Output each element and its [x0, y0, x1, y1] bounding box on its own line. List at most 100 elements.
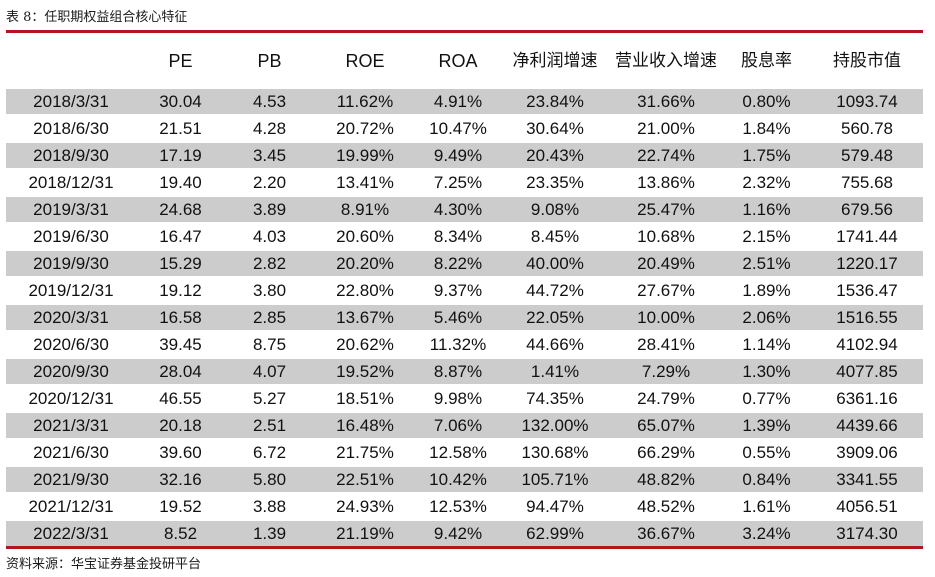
cell-pe: 8.52 [136, 520, 225, 548]
cell-roa: 9.42% [416, 520, 500, 548]
cell-roe: 21.19% [314, 520, 416, 548]
cell-pe: 20.18 [136, 412, 225, 440]
cell-roe: 18.51% [314, 385, 416, 413]
cell-dividend-yield: 0.84% [722, 466, 811, 494]
cell-revenue-growth: 28.41% [610, 331, 722, 359]
cell-pb: 8.75 [225, 331, 314, 359]
cell-net-profit-growth: 130.68% [500, 439, 610, 467]
cell-roe: 20.72% [314, 115, 416, 143]
cell-dividend-yield: 2.51% [722, 250, 811, 278]
cell-dividend-yield: 1.16% [722, 196, 811, 224]
cell-roe: 20.60% [314, 223, 416, 251]
cell-pe: 19.52 [136, 493, 225, 521]
cell-pb: 2.85 [225, 304, 314, 332]
cell-revenue-growth: 66.29% [610, 439, 722, 467]
cell-holding-value: 3909.06 [811, 439, 923, 467]
cell-roa: 8.87% [416, 358, 500, 386]
cell-net-profit-growth: 94.47% [500, 493, 610, 521]
cell-holding-value: 4077.85 [811, 358, 923, 386]
cell-revenue-growth: 22.74% [610, 142, 722, 170]
table-row: 2022/3/31 8.52 1.39 21.19% 9.42% 62.99% 36.67%… [6, 520, 923, 548]
cell-pe: 19.40 [136, 169, 225, 197]
cell-dividend-yield: 0.80% [722, 89, 811, 116]
cell-pb: 2.51 [225, 412, 314, 440]
cell-pe: 15.29 [136, 250, 225, 278]
cell-pe: 30.04 [136, 89, 225, 116]
cell-roe: 22.80% [314, 277, 416, 305]
cell-pb: 6.72 [225, 439, 314, 467]
cell-date: 2020/12/31 [6, 385, 136, 413]
cell-date: 2018/6/30 [6, 115, 136, 143]
cell-net-profit-growth: 74.35% [500, 385, 610, 413]
cell-roa: 5.46% [416, 304, 500, 332]
cell-holding-value: 1516.55 [811, 304, 923, 332]
cell-pe: 28.04 [136, 358, 225, 386]
cell-net-profit-growth: 30.64% [500, 115, 610, 143]
cell-pe: 17.19 [136, 142, 225, 170]
cell-roe: 8.91% [314, 196, 416, 224]
cell-holding-value: 4056.51 [811, 493, 923, 521]
cell-date: 2020/3/31 [6, 304, 136, 332]
header-holding-value: 持股市值 [833, 50, 901, 71]
cell-pb: 2.82 [225, 250, 314, 278]
cell-date: 2021/12/31 [6, 493, 136, 521]
table-row: 2021/3/31 20.18 2.51 16.48% 7.06% 132.00% 65.0… [6, 412, 923, 440]
cell-roa: 8.34% [416, 223, 500, 251]
cell-net-profit-growth: 105.71% [500, 466, 610, 494]
table-row: 2018/3/31 30.04 4.53 11.62% 4.91% 23.84% 31.66… [6, 89, 923, 116]
cell-date: 2018/12/31 [6, 169, 136, 197]
cell-dividend-yield: 1.89% [722, 277, 811, 305]
cell-roa: 8.22% [416, 250, 500, 278]
cell-revenue-growth: 31.66% [610, 89, 722, 116]
cell-pe: 39.45 [136, 331, 225, 359]
portfolio-characteristics-table: PE PB ROE ROA 净利润增速 营业收入增速 股息率 持股市值 2018… [6, 33, 923, 548]
cell-dividend-yield: 2.06% [722, 304, 811, 332]
cell-dividend-yield: 2.32% [722, 169, 811, 197]
cell-roa: 9.98% [416, 385, 500, 413]
cell-holding-value: 3341.55 [811, 466, 923, 494]
cell-revenue-growth: 65.07% [610, 412, 722, 440]
cell-roe: 11.62% [314, 89, 416, 116]
cell-pb: 5.80 [225, 466, 314, 494]
cell-pe: 16.58 [136, 304, 225, 332]
cell-net-profit-growth: 1.41% [500, 358, 610, 386]
table-row: 2018/6/30 21.51 4.28 20.72% 10.47% 30.64% 21.0… [6, 115, 923, 143]
header-pe: PE [168, 50, 193, 71]
table-row: 2019/3/31 24.68 3.89 8.91% 4.30% 9.08% 25.47% 1… [6, 196, 923, 224]
cell-holding-value: 579.48 [811, 142, 923, 170]
cell-net-profit-growth: 132.00% [500, 412, 610, 440]
table-row: 2020/6/30 39.45 8.75 20.62% 11.32% 44.66% 28.4… [6, 331, 923, 359]
top-rule [6, 30, 923, 33]
cell-pb: 3.89 [225, 196, 314, 224]
cell-holding-value: 755.68 [811, 169, 923, 197]
cell-dividend-yield: 1.75% [722, 142, 811, 170]
table-row: 2021/12/31 19.52 3.88 24.93% 12.53% 94.47% 48.… [6, 493, 923, 521]
cell-revenue-growth: 27.67% [610, 277, 722, 305]
cell-roa: 4.91% [416, 89, 500, 116]
cell-pe: 46.55 [136, 385, 225, 413]
header-date [6, 33, 136, 89]
cell-roa: 4.30% [416, 196, 500, 224]
cell-roe: 13.67% [314, 304, 416, 332]
cell-holding-value: 1741.44 [811, 223, 923, 251]
cell-roa: 7.25% [416, 169, 500, 197]
cell-date: 2020/9/30 [6, 358, 136, 386]
header-roa: ROA [438, 50, 478, 71]
cell-net-profit-growth: 23.35% [500, 169, 610, 197]
cell-pb: 3.88 [225, 493, 314, 521]
cell-roe: 20.20% [314, 250, 416, 278]
table-row: 2020/12/31 46.55 5.27 18.51% 9.98% 74.35% 24.7… [6, 385, 923, 413]
cell-roa: 10.47% [416, 115, 500, 143]
cell-date: 2020/6/30 [6, 331, 136, 359]
cell-pe: 32.16 [136, 466, 225, 494]
cell-revenue-growth: 36.67% [610, 520, 722, 548]
cell-revenue-growth: 10.00% [610, 304, 722, 332]
table-row: 2020/9/30 28.04 4.07 19.52% 8.87% 1.41% 7.29% 1… [6, 358, 923, 386]
cell-holding-value: 6361.16 [811, 385, 923, 413]
cell-revenue-growth: 7.29% [610, 358, 722, 386]
cell-net-profit-growth: 23.84% [500, 89, 610, 116]
cell-date: 2018/9/30 [6, 142, 136, 170]
table-row: 2018/9/30 17.19 3.45 19.99% 9.49% 20.43% 22.74… [6, 142, 923, 170]
cell-holding-value: 1536.47 [811, 277, 923, 305]
cell-dividend-yield: 0.55% [722, 439, 811, 467]
